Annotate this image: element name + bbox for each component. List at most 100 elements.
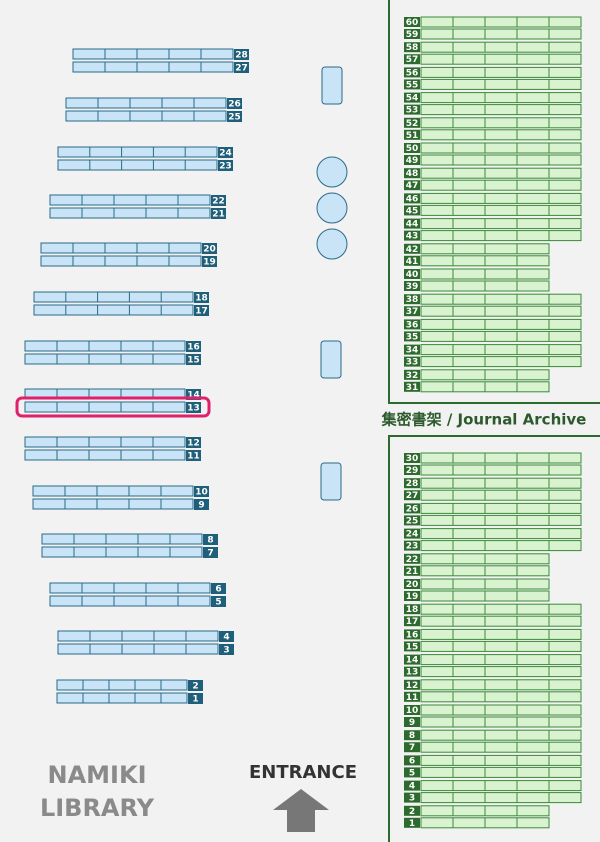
shelf-tag (404, 193, 420, 204)
shelf-tag (218, 160, 233, 171)
shelf (420, 204, 582, 216)
shelf-tag (404, 29, 420, 39)
library-name: LIBRARY (40, 794, 155, 822)
shelf-number: 56 (406, 68, 419, 78)
shelf (65, 97, 227, 109)
entrance-arrow (273, 789, 329, 832)
shelf (420, 142, 582, 154)
shelf-tag (404, 294, 420, 305)
shelf-number: 12 (406, 681, 419, 691)
shelf-number: 6 (215, 585, 221, 595)
shelf-tag (202, 243, 217, 254)
shelf-tag (404, 641, 420, 652)
shelf (57, 159, 218, 171)
shelf (40, 242, 202, 254)
shelf (56, 692, 188, 704)
shelf (420, 16, 582, 28)
shelf (420, 218, 582, 230)
shelf (420, 41, 582, 53)
round-table (316, 156, 348, 188)
shelf (41, 533, 203, 545)
shelf (420, 66, 582, 78)
entrance-label: ENTRANCE (249, 762, 357, 783)
shelf-number: 27 (235, 64, 248, 74)
shelf-number: 13 (406, 668, 419, 678)
shelf-tag (404, 180, 420, 191)
table (320, 340, 342, 379)
shelf (420, 654, 582, 666)
shelf (24, 436, 186, 448)
shelf-tag (404, 306, 420, 317)
shelf-tag (404, 230, 420, 241)
shelf-tag (404, 281, 420, 291)
shelf-tag (194, 292, 209, 303)
shelf-tag (404, 255, 420, 266)
shelf-number: 16 (187, 343, 200, 353)
shelf-number: 22 (406, 555, 419, 565)
shelf (420, 729, 582, 741)
shelf (49, 595, 211, 607)
shelf-tag (404, 616, 420, 627)
shelf (420, 452, 582, 464)
shelf-number: 23 (406, 542, 419, 552)
shelf-tag (211, 583, 226, 594)
shelf-tag (404, 515, 420, 526)
shelf-tag (203, 534, 218, 545)
shelf-number: 34 (406, 346, 419, 356)
shelf (420, 704, 582, 716)
shelf-tag (404, 666, 420, 677)
shelf (57, 146, 218, 158)
shelf-number: 20 (203, 245, 216, 255)
shelf-tag (404, 591, 420, 601)
shelf (41, 546, 203, 558)
shelf-number: 52 (406, 119, 419, 129)
shelf-number: 2 (192, 682, 198, 692)
shelf-number: 28 (235, 51, 248, 61)
shelf-number: 45 (406, 206, 419, 216)
shelf-tag (227, 111, 242, 122)
shelf-number: 37 (406, 307, 419, 317)
table (320, 462, 342, 501)
shelf-tag (404, 503, 420, 514)
shelf (420, 230, 582, 242)
shelf (420, 502, 582, 514)
shelf-tag (203, 547, 218, 558)
shelf (420, 615, 582, 627)
shelf (33, 304, 194, 316)
shelf-number: 2 (409, 807, 415, 817)
shelf (420, 603, 582, 615)
shelf-tag (186, 437, 201, 448)
shelf (420, 666, 582, 678)
shelf-tag (404, 205, 420, 216)
shelf-tag (404, 243, 420, 254)
shelf-tag (188, 680, 203, 691)
shelf-number: 3 (409, 794, 415, 804)
shelf (57, 630, 219, 642)
library-name: NAMIKI (48, 761, 147, 789)
shelf-tag (404, 369, 420, 380)
shelf-tag (194, 499, 209, 510)
shelf (420, 679, 582, 691)
shelf-tag (404, 817, 420, 828)
shelf-tag (404, 705, 420, 715)
shelf-number: 25 (406, 516, 419, 526)
shelf-number: 22 (212, 197, 225, 207)
shelf-tag (194, 486, 209, 497)
shelf-tag (404, 17, 420, 27)
shelf-number: 6 (409, 756, 415, 766)
shelf-tag (404, 792, 420, 803)
shelf-tag (404, 331, 420, 342)
shelf-number: 38 (406, 295, 419, 305)
shelf-number: 59 (406, 30, 419, 40)
shelf (420, 318, 582, 330)
shelf-number: 4 (223, 633, 229, 643)
shelf (420, 514, 582, 526)
shelf-tag (404, 129, 420, 140)
shelf-tag (219, 644, 234, 655)
shelf (420, 356, 582, 368)
shelf-number: 50 (406, 144, 419, 154)
shelf-tag (404, 528, 420, 539)
shelf-number: 42 (406, 245, 419, 255)
shelf-tag (219, 631, 234, 642)
shelf-tag (404, 356, 420, 367)
